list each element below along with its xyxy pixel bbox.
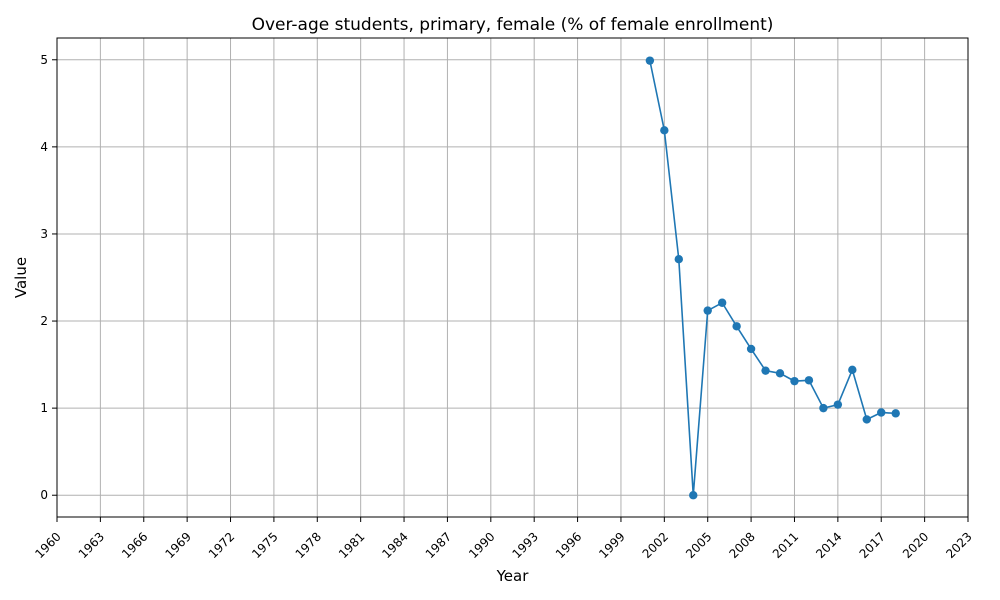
x-tick-label: 1966 [119, 530, 150, 561]
data-point [717, 298, 727, 307]
x-tick-label: 2017 [857, 530, 888, 561]
data-point [862, 415, 871, 424]
data-point [645, 56, 655, 65]
x-tick-label: 1978 [293, 530, 324, 561]
x-axis-label: Year [496, 567, 530, 585]
x-tick-label: 2023 [943, 530, 974, 561]
data-point [674, 255, 683, 264]
grid-lines [56, 38, 969, 517]
x-tick-label: 1972 [206, 530, 237, 561]
y-tick-label: 2 [40, 314, 48, 328]
data-point [877, 408, 886, 417]
x-tick-label: 1969 [162, 530, 193, 561]
x-tick-label: 2020 [900, 530, 931, 561]
y-tick-label: 0 [40, 488, 48, 502]
series-layer [645, 56, 900, 500]
x-tick-label: 1990 [466, 530, 497, 561]
data-point [761, 366, 770, 375]
y-tick-label: 4 [40, 140, 48, 154]
data-point [833, 400, 843, 409]
x-tick-label: 1963 [76, 530, 107, 561]
data-point [819, 403, 828, 413]
x-tick-label: 2008 [726, 530, 757, 561]
x-tick-label: 1996 [553, 530, 584, 561]
data-point [775, 369, 785, 378]
data-point [790, 376, 799, 386]
x-tick-label: 1987 [423, 530, 454, 561]
x-tick-label: 1981 [336, 530, 367, 561]
data-point [804, 376, 814, 385]
x-tick-label: 2014 [813, 530, 844, 561]
x-tick-label: 2011 [770, 530, 801, 561]
x-axis: 1960 1963 1966 1969 1972 1975 1978 1981 1984 1987… [32, 517, 975, 561]
y-axis: 0 1 2 3 4 5 [40, 53, 57, 502]
data-point [891, 409, 900, 418]
chart-title: Over-age students, primary, female (% of… [252, 15, 774, 35]
x-tick-label: 2005 [683, 530, 714, 561]
data-point [746, 344, 756, 354]
x-tick-label: 1960 [32, 530, 63, 561]
x-tick-label: 2002 [640, 530, 671, 561]
y-tick-label: 1 [40, 401, 48, 415]
y-tick-label: 3 [40, 227, 48, 241]
x-tick-label: 1984 [379, 530, 410, 561]
x-tick-label: 1993 [510, 530, 541, 561]
data-point [703, 306, 712, 315]
y-axis-label: Value [12, 257, 30, 298]
data-point [848, 365, 857, 375]
data-point [732, 322, 741, 331]
plot-frame [56, 37, 969, 518]
data-point [689, 491, 698, 500]
x-tick-label: 1975 [249, 530, 280, 561]
data-point [660, 126, 669, 135]
y-tick-label: 5 [40, 53, 48, 67]
series-line [649, 60, 896, 496]
x-tick-label: 1999 [596, 530, 627, 561]
